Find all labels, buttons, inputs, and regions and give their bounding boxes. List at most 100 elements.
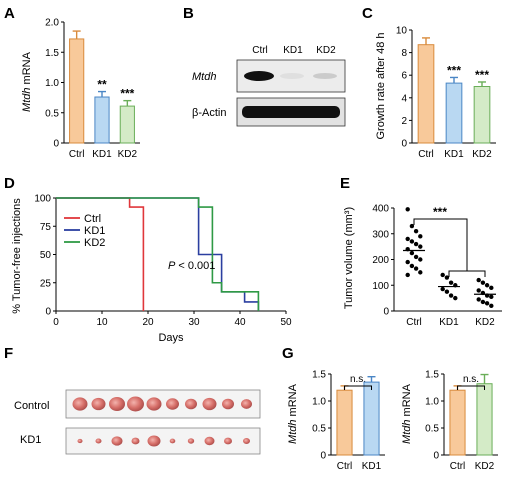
- g2-bar-ctrl: [449, 389, 466, 456]
- e-significance-bracket: [413, 218, 468, 271]
- panel-label-d: D: [4, 175, 15, 192]
- d-y-tick-label: 75: [40, 222, 52, 233]
- d-x-tick-label: 40: [234, 317, 246, 328]
- d-x-tick-label: 0: [53, 317, 59, 328]
- g2-y-tick-label: 0: [433, 451, 439, 462]
- tumor-kd1: [111, 436, 123, 446]
- g2-y-axis-label: Mtdh mRNA: [401, 383, 413, 444]
- a-y-tick-label: 0.5: [45, 108, 59, 119]
- d-y-tick-label: 100: [34, 194, 51, 205]
- c-x-tick-label: Ctrl: [418, 149, 434, 160]
- a-x-tick-label: KD1: [92, 149, 112, 160]
- e-data-point: [405, 236, 410, 242]
- blot-band-actin: [242, 106, 340, 118]
- tumor-kd1: [131, 437, 140, 445]
- e-data-point: [453, 295, 458, 301]
- panel-label-f: F: [4, 345, 13, 362]
- e-data-point: [440, 272, 445, 278]
- g2-x-tick-label: Ctrl: [450, 461, 466, 472]
- e-y-tick-label: 300: [372, 229, 389, 240]
- e-data-point: [476, 277, 481, 283]
- e-data-point: [418, 257, 423, 262]
- d-x-tick-label: 50: [280, 317, 292, 328]
- tumor-control: [91, 397, 106, 411]
- tumor-control: [166, 398, 179, 410]
- g2-y-tick-label: 0.5: [425, 424, 439, 435]
- c-significance: ***: [475, 68, 489, 82]
- e-y-tick-label: 400: [372, 204, 389, 215]
- e-data-point: [418, 244, 423, 249]
- e-data-point: [405, 272, 410, 278]
- e-data-point: [413, 266, 419, 271]
- panel-label-a: A: [4, 5, 15, 22]
- d-x-tick-label: 20: [142, 317, 154, 328]
- d-legend-label: Ctrl: [84, 213, 101, 225]
- panel-b-blot: Ctrl KD1 KD2 Mtdh β-Actin: [192, 45, 346, 127]
- g2-bar-kd2: [476, 383, 493, 456]
- d-y-tick-label: 25: [40, 278, 52, 289]
- panel-label-b: B: [183, 5, 194, 22]
- panel-label-e: E: [340, 175, 350, 192]
- blot-row-label: Mtdh: [192, 71, 216, 83]
- e-data-point: [444, 275, 450, 280]
- e-y-tick-label: 200: [372, 255, 389, 266]
- e-data-point: [413, 228, 419, 234]
- a-significance: ***: [120, 87, 134, 101]
- e-data-point: [440, 286, 445, 292]
- e-data-point: [413, 241, 419, 247]
- e-data-point: [418, 234, 423, 239]
- e-y-tick-label: 100: [372, 281, 389, 292]
- e-data-point: [418, 270, 423, 275]
- c-y-tick-label: 2: [401, 116, 407, 127]
- blot-row-label: β-Actin: [192, 107, 226, 119]
- e-y-tick-label: 0: [383, 307, 389, 318]
- tumor-row-label-kd1: KD1: [20, 434, 41, 446]
- e-data-point: [448, 293, 454, 298]
- g1-x-tick-label: KD1: [362, 461, 382, 472]
- tumor-kd1: [224, 437, 232, 445]
- e-data-point: [409, 250, 415, 256]
- tumor-kd1: [243, 438, 250, 444]
- e-data-point: [405, 259, 410, 265]
- c-y-tick-label: 4: [401, 93, 407, 104]
- a-y-axis-label: Mtdh mRNA: [21, 51, 33, 112]
- g1-bar-kd1: [363, 381, 380, 456]
- c-y-tick-label: 8: [401, 48, 407, 59]
- panel-label-c: C: [362, 5, 373, 22]
- e-x-tick-label: Ctrl: [406, 317, 422, 328]
- a-y-tick-label: 0: [53, 139, 59, 150]
- e-data-point: [476, 288, 481, 293]
- d-series-line-kd2: [56, 197, 260, 311]
- blot-band-mtdh-ctrl: [244, 71, 274, 81]
- panel-label-g: G: [282, 345, 294, 362]
- g1-y-axis-label: Mtdh mRNA: [287, 383, 299, 444]
- e-data-point: [409, 239, 415, 244]
- d-legend-label: KD1: [84, 225, 105, 237]
- d-y-tick-label: 50: [40, 250, 52, 261]
- d-p-value-annotation: P < 0.001: [168, 260, 215, 272]
- g1-significance: n.s.: [350, 374, 366, 385]
- d-legend-label: KD2: [84, 237, 105, 249]
- g1-significance-bracket: [344, 385, 372, 390]
- g1-y-tick-label: 1.5: [312, 370, 326, 381]
- g1-y-tick-label: 0: [320, 451, 326, 462]
- g2-significance: n.s.: [463, 374, 479, 385]
- d-x-axis-label: Days: [158, 332, 184, 344]
- e-data-point: [484, 283, 490, 288]
- c-y-tick-label: 6: [401, 71, 407, 82]
- tumor-kd1: [187, 438, 195, 444]
- blot-lane-label: Ctrl: [252, 45, 268, 56]
- a-bar-kd1: [94, 96, 110, 144]
- e-group-bracket: [448, 270, 486, 277]
- c-bar-kd2: [473, 86, 491, 144]
- tumor-control: [127, 396, 144, 412]
- d-x-tick-label: 30: [188, 317, 200, 328]
- g2-significance-bracket: [457, 385, 485, 390]
- d-y-tick-label: 0: [45, 307, 51, 318]
- c-x-tick-label: KD1: [444, 149, 464, 160]
- a-significance: **: [97, 78, 107, 92]
- blot-band-mtdh-kd2: [313, 73, 337, 79]
- e-data-point: [480, 299, 486, 305]
- tumor-kd1: [147, 435, 161, 447]
